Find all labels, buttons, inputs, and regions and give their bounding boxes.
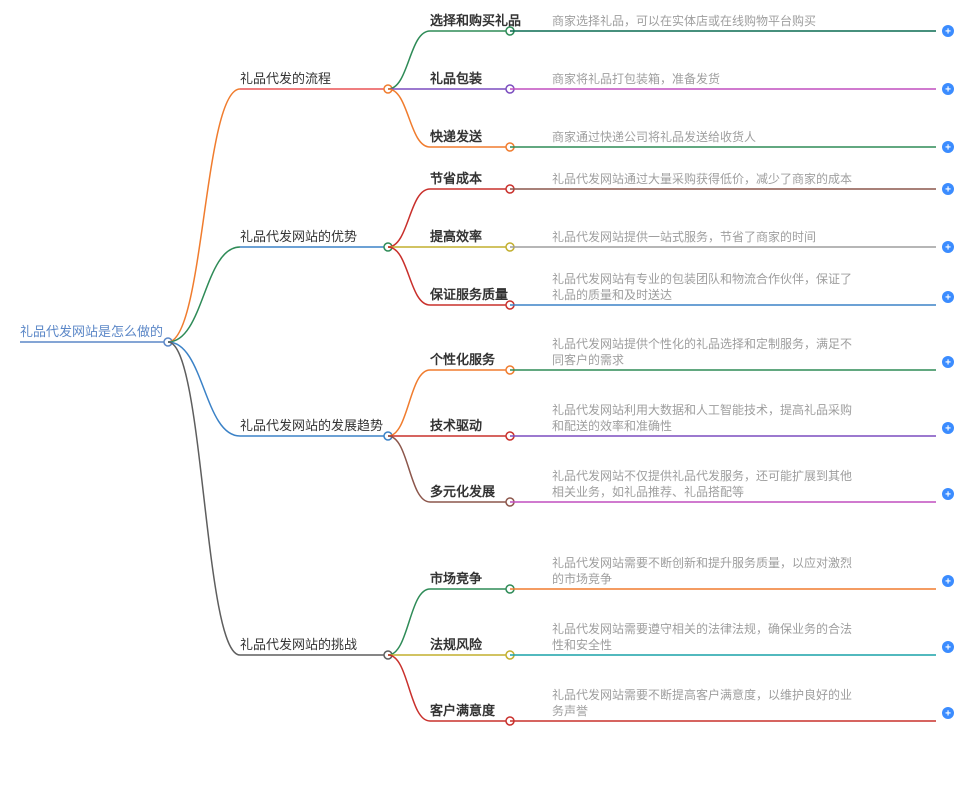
desc-text: 同客户的需求 <box>552 352 624 367</box>
desc-text: 礼品代发网站有专业的包装团队和物流合作伙伴，保证了 <box>552 271 852 286</box>
expand-plus: + <box>945 27 951 38</box>
desc-text: 商家将礼品打包装箱，准备发货 <box>552 71 720 86</box>
level2-label: 客户满意度 <box>430 703 496 718</box>
desc-text: 礼品代发网站通过大量采购获得低价，减少了商家的成本 <box>552 171 852 186</box>
edge <box>168 342 240 436</box>
expand-plus: + <box>945 358 951 369</box>
level1-label: 礼品代发网站的优势 <box>240 229 357 244</box>
expand-plus: + <box>945 577 951 588</box>
edge <box>388 89 430 147</box>
level2-label: 礼品包装 <box>430 71 482 86</box>
level1-label: 礼品代发网站的发展趋势 <box>240 418 383 433</box>
desc-text: 礼品的质量和及时送达 <box>552 287 672 302</box>
desc-text: 务声誉 <box>552 703 588 718</box>
desc-text: 礼品代发网站需要不断创新和提升服务质量，以应对激烈 <box>552 555 852 570</box>
desc-text: 和配送的效率和准确性 <box>552 418 672 433</box>
desc-text: 礼品代发网站需要遵守相关的法律法规，确保业务的合法 <box>552 621 852 636</box>
expand-plus: + <box>945 490 951 501</box>
desc-text: 的市场竞争 <box>552 571 612 586</box>
root-label: 礼品代发网站是怎么做的 <box>20 324 163 339</box>
edge <box>388 189 430 247</box>
expand-plus: + <box>945 143 951 154</box>
expand-plus: + <box>945 243 951 254</box>
mindmap-canvas: 礼品代发网站是怎么做的 礼品代发的流程 选择和购买礼品 商家选择礼品，可以在实体店或在… <box>0 0 979 787</box>
desc-text: 性和安全性 <box>552 637 612 652</box>
desc-text: 商家选择礼品，可以在实体店或在线购物平台购买 <box>552 13 816 28</box>
desc-text: 礼品代发网站不仅提供礼品代发服务，还可能扩展到其他 <box>552 468 852 483</box>
level2-label: 保证服务质量 <box>429 287 508 302</box>
level2-label: 市场竞争 <box>430 571 482 586</box>
edge <box>388 247 430 305</box>
edge <box>388 436 430 502</box>
level2-label: 多元化发展 <box>430 484 496 499</box>
edge <box>388 589 430 655</box>
level2-label: 个性化服务 <box>429 352 496 367</box>
desc-text: 礼品代发网站需要不断提高客户满意度，以维护良好的业 <box>552 687 852 702</box>
level2-label: 法规风险 <box>430 637 483 652</box>
expand-plus: + <box>945 85 951 96</box>
edge <box>388 655 430 721</box>
level2-label: 选择和购买礼品 <box>430 13 521 28</box>
level1-label: 礼品代发网站的挑战 <box>240 637 357 652</box>
level2-label: 提高效率 <box>430 229 482 244</box>
desc-text: 礼品代发网站提供一站式服务，节省了商家的时间 <box>552 229 816 244</box>
expand-plus: + <box>945 643 951 654</box>
expand-plus: + <box>945 424 951 435</box>
level2-label: 快递发送 <box>430 129 483 144</box>
level2-label: 节省成本 <box>430 171 482 186</box>
expand-plus: + <box>945 185 951 196</box>
edge <box>168 247 240 342</box>
level1-label: 礼品代发的流程 <box>240 71 331 86</box>
level2-label: 技术驱动 <box>430 418 482 433</box>
edge <box>388 31 430 89</box>
desc-text: 礼品代发网站提供个性化的礼品选择和定制服务，满足不 <box>552 336 852 351</box>
edge <box>388 370 430 436</box>
edge <box>168 89 240 342</box>
expand-plus: + <box>945 293 951 304</box>
desc-text: 相关业务，如礼品推荐、礼品搭配等 <box>552 484 744 499</box>
expand-plus: + <box>945 709 951 720</box>
desc-text: 礼品代发网站利用大数据和人工智能技术，提高礼品采购 <box>552 402 852 417</box>
desc-text: 商家通过快递公司将礼品发送给收货人 <box>552 129 756 144</box>
